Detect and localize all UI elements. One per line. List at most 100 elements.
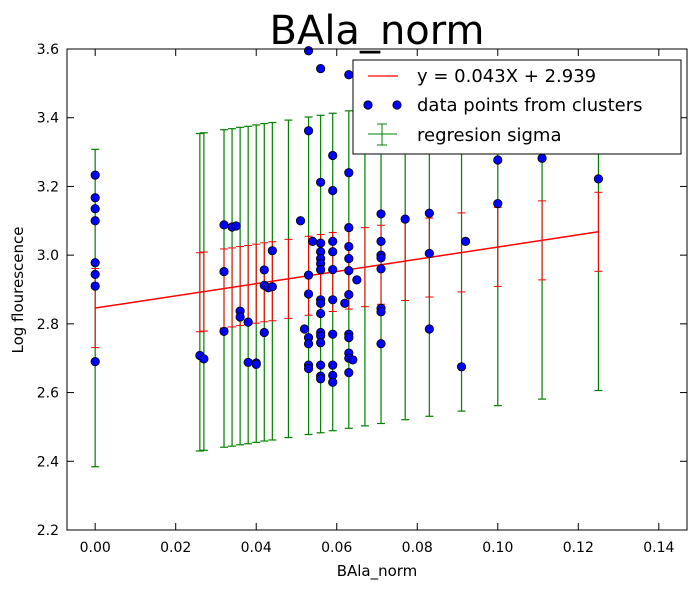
data-point-55	[328, 185, 338, 196]
data-point-1	[90, 193, 100, 203]
data-point-27	[295, 216, 306, 226]
data-point-4	[90, 258, 100, 268]
data-point-95	[537, 153, 547, 163]
data-point-7	[90, 357, 100, 367]
data-point-80	[376, 236, 386, 246]
data-point-79	[376, 209, 386, 219]
data-point-47	[316, 308, 326, 319]
data-point-71	[344, 290, 354, 300]
axis-ticks: 0.00 0.02 0.04 0.06 0.08 0.10 0.12 0.14 2.2 2.4 2.…	[37, 42, 687, 556]
y-axis-label: Log flourescence	[9, 226, 27, 353]
x-tick-label: 0.12	[563, 540, 594, 556]
data-point-94	[493, 199, 503, 209]
x-tick-label: 0.02	[160, 540, 191, 556]
data-point-44	[316, 264, 326, 275]
y-tick-label: 3.4	[37, 111, 59, 127]
data-point-89	[424, 248, 434, 259]
data-point-65	[344, 70, 354, 80]
data-point-93	[493, 155, 503, 165]
data-point-53	[316, 374, 326, 384]
data-point-21	[259, 265, 269, 275]
legend-label-sigma: regresion sigma	[417, 125, 561, 146]
data-point-38	[316, 63, 326, 74]
data-points	[90, 46, 604, 387]
y-tick-label: 3.0	[37, 248, 59, 264]
data-point-83	[376, 264, 386, 274]
data-point-30	[303, 126, 314, 136]
data-point-2	[90, 204, 100, 214]
data-point-26	[267, 282, 277, 292]
data-point-67	[344, 223, 354, 233]
data-point-46	[316, 298, 326, 308]
y-tick-label: 2.6	[37, 386, 59, 402]
data-point-6	[90, 281, 100, 291]
data-point-36	[303, 363, 314, 374]
data-point-69	[344, 253, 354, 264]
legend-marker-points-2	[392, 100, 402, 110]
data-point-29	[303, 46, 314, 56]
data-point-20	[251, 359, 261, 369]
y-tick-label: 3.6	[37, 42, 59, 58]
data-point-58	[328, 264, 338, 275]
data-point-32	[303, 289, 314, 299]
data-point-76	[344, 368, 354, 378]
data-point-5	[90, 269, 100, 279]
y-tick-label: 2.4	[37, 454, 59, 470]
data-point-51	[316, 360, 326, 370]
x-tick-label: 0.06	[321, 540, 352, 556]
data-point-91	[456, 362, 467, 372]
data-point-17	[243, 317, 253, 327]
y-tick-label: 3.2	[37, 179, 59, 195]
data-point-3	[90, 216, 100, 226]
data-point-90	[424, 324, 434, 334]
data-point-25	[267, 246, 277, 256]
legend-label-fit: y = 0.043X + 2.939	[417, 66, 596, 87]
data-point-34	[303, 339, 314, 349]
data-point-54	[328, 150, 338, 161]
data-point-60	[328, 329, 338, 339]
data-point-14	[231, 221, 241, 231]
data-point-70	[344, 266, 354, 276]
data-point-96	[593, 174, 604, 184]
legend-box	[352, 59, 682, 155]
data-point-61	[328, 360, 338, 370]
data-point-57	[328, 247, 338, 257]
data-point-82	[376, 253, 386, 263]
data-point-64	[340, 298, 350, 308]
data-point-63	[328, 377, 338, 387]
data-point-39	[316, 177, 326, 187]
y-tick-label: 2.2	[37, 523, 59, 539]
data-point-78	[352, 275, 362, 285]
data-point-68	[344, 241, 354, 252]
chart-title: BAla_norm	[270, 8, 485, 54]
data-point-66	[344, 168, 354, 178]
plot-frame	[66, 48, 688, 531]
data-point-23	[259, 327, 269, 338]
data-point-37	[307, 236, 318, 246]
data-point-40	[316, 238, 326, 248]
data-point-87	[400, 214, 410, 224]
data-point-9	[199, 354, 209, 364]
legend-marker-points-1	[363, 100, 373, 110]
x-tick-label: 0.04	[241, 540, 272, 556]
data-point-16	[235, 312, 245, 322]
data-point-31	[303, 270, 314, 280]
data-point-56	[328, 236, 338, 246]
data-point-18	[243, 357, 253, 367]
data-point-86	[376, 339, 386, 349]
x-axis-label: BAla_norm	[337, 562, 418, 581]
legend: y = 0.043X + 2.939 data points from clus…	[352, 59, 682, 155]
x-tick-label: 0.14	[643, 540, 674, 556]
x-tick-label: 0.08	[402, 540, 433, 556]
data-point-0	[90, 170, 100, 180]
data-point-73	[344, 332, 354, 343]
data-point-10	[219, 220, 229, 230]
data-point-11	[219, 267, 229, 277]
data-point-85	[376, 307, 386, 317]
data-point-59	[328, 295, 338, 305]
legend-label-points: data points from clusters	[417, 95, 642, 116]
x-tick-label: 0.10	[482, 540, 513, 556]
y-tick-label: 2.8	[37, 317, 59, 333]
data-point-88	[424, 208, 434, 218]
